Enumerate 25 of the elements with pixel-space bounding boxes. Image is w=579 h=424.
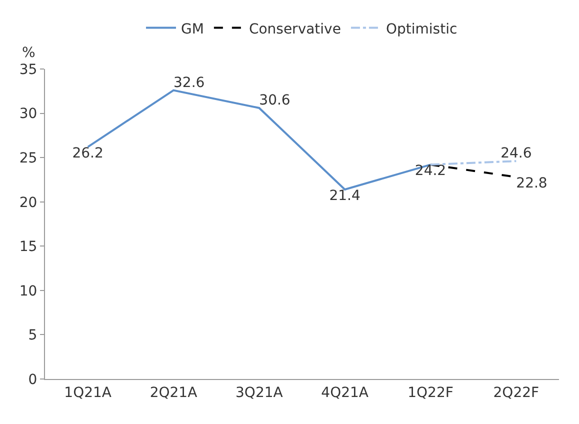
- data-label: 24.6: [500, 146, 532, 162]
- data-label: 24.2: [414, 163, 446, 180]
- x-tick-label: 2Q22F: [493, 384, 540, 401]
- data-label: 26.2: [72, 145, 104, 162]
- legend-label: GM: [181, 21, 204, 38]
- data-label: 30.6: [259, 92, 290, 108]
- legend-label: Optimistic: [386, 21, 458, 38]
- x-tick-label: 4Q21A: [321, 384, 369, 401]
- y-axis-title: %: [22, 45, 36, 61]
- y-tick-label: 0: [28, 372, 38, 388]
- x-tick-label: 3Q21A: [236, 384, 284, 401]
- y-tick-label: 25: [19, 150, 38, 166]
- legend-label: Conservative: [248, 21, 341, 38]
- x-tick-label: 2Q21A: [150, 384, 198, 401]
- y-tick-label: 5: [28, 328, 38, 344]
- y-tick-label: 20: [19, 194, 38, 211]
- x-tick-label: 1Q21A: [64, 384, 112, 401]
- y-tick-label: 10: [19, 283, 38, 300]
- y-tick-label: 30: [19, 106, 38, 122]
- data-label: 22.8: [516, 176, 548, 192]
- x-tick-label: 1Q22F: [408, 384, 454, 401]
- y-tick-label: 15: [19, 239, 38, 256]
- data-label: 32.6: [174, 74, 205, 91]
- data-label: 21.4: [329, 188, 361, 204]
- y-tick-label: 35: [19, 62, 38, 78]
